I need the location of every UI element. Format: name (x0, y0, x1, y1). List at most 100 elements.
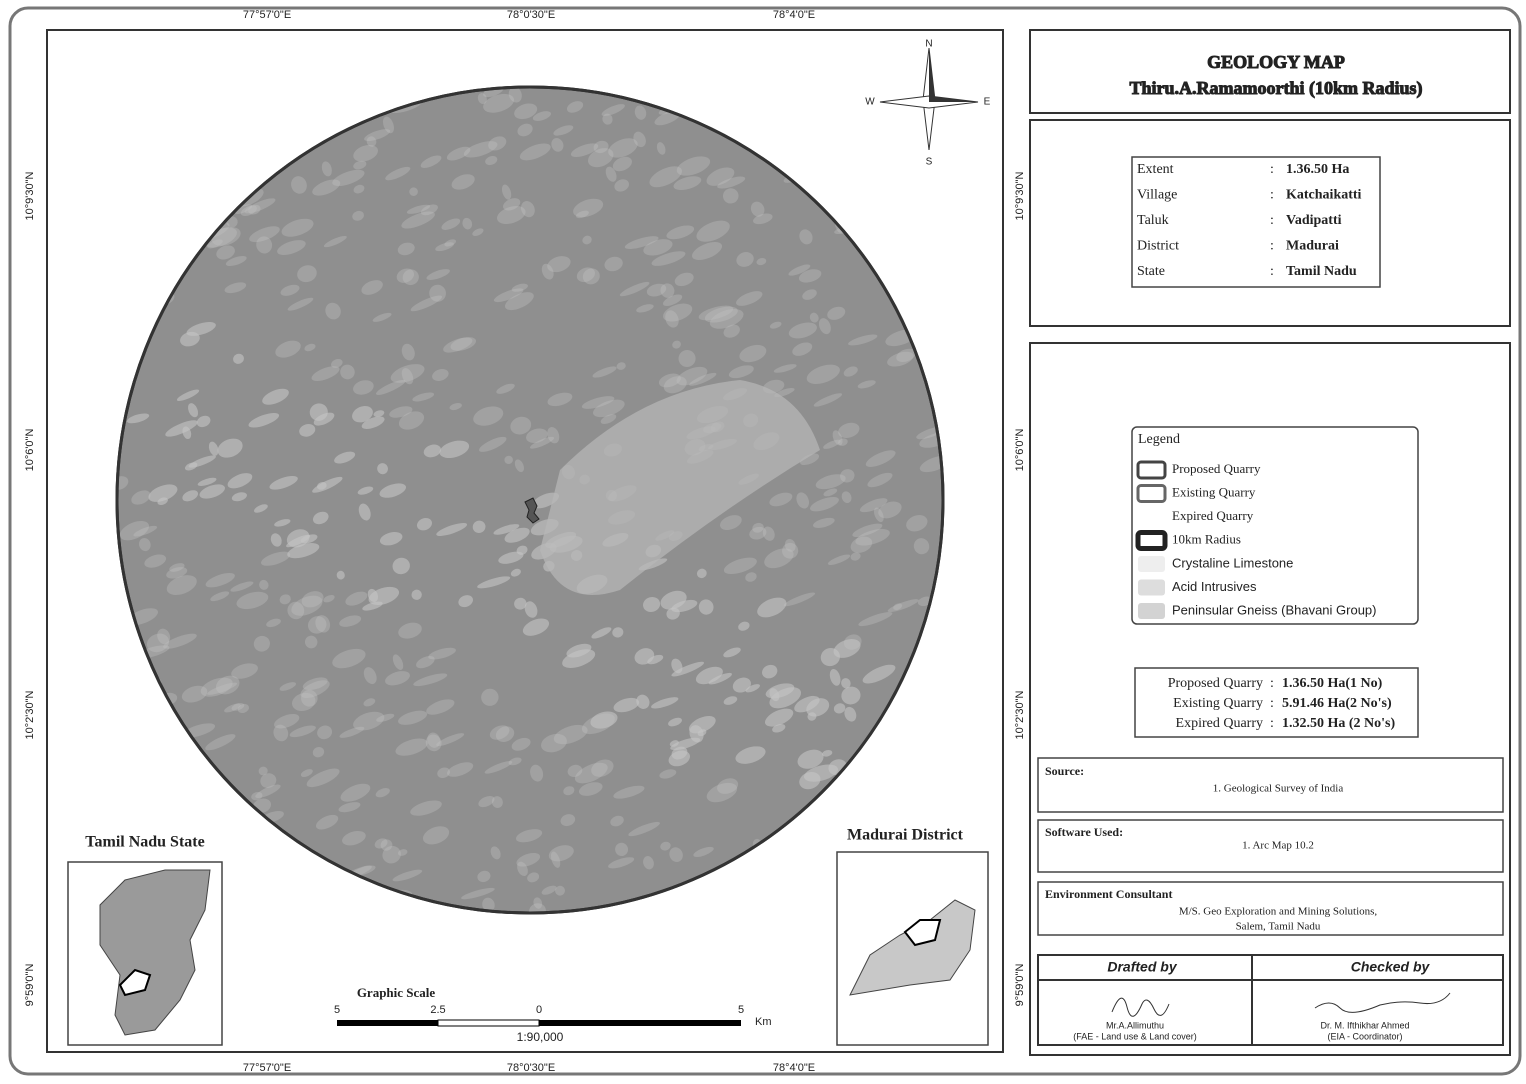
rock-patch (339, 615, 362, 627)
rock-patch (822, 749, 833, 757)
rock-patch (410, 800, 442, 816)
rock-patch (230, 581, 254, 592)
rock-patch (511, 737, 531, 751)
y-coordinate: 10°9'30"N (1014, 171, 1026, 220)
rock-patch (578, 782, 603, 796)
rock-patch (669, 847, 683, 863)
rock-patch (511, 283, 528, 292)
scale-seg (437, 1019, 540, 1027)
rock-patch (516, 852, 541, 867)
rock-patch (633, 131, 646, 148)
rock-patch (274, 519, 291, 527)
rock-patch (815, 474, 846, 490)
rock-patch (315, 615, 331, 633)
rock-patch (660, 841, 671, 851)
rock-patch (340, 364, 355, 380)
summary-label: Proposed Quarry (1168, 676, 1263, 691)
rock-patch (738, 621, 750, 631)
signature-box (1037, 954, 1504, 1046)
rock-patch (259, 579, 269, 590)
rock-patch (196, 415, 211, 428)
rock-patch (562, 649, 596, 668)
rock-patch (656, 142, 666, 155)
rock-patch (844, 706, 857, 722)
rock-patch (446, 146, 471, 161)
rock-patch (693, 846, 714, 857)
rock-patch (420, 204, 438, 216)
north-arrow: N S E W (865, 39, 990, 168)
rock-patch (389, 406, 413, 418)
rock-patch (451, 174, 475, 190)
rock-patch (176, 389, 200, 402)
rock-patch (275, 340, 301, 358)
rock-patch (287, 543, 320, 559)
info-label: Taluk (1137, 213, 1169, 228)
rock-patch (461, 887, 495, 900)
rock-patch (281, 218, 314, 237)
rock-patch (517, 861, 528, 876)
rock-patch (325, 302, 341, 320)
rock-patch (260, 773, 277, 788)
rock-patch (553, 125, 574, 136)
rock-patch (332, 648, 366, 669)
rock-patch (745, 684, 760, 693)
summary-label: Existing Quarry (1173, 696, 1263, 711)
rock-patch (736, 291, 763, 306)
rock-patch (227, 473, 253, 489)
rock-patch (374, 838, 388, 849)
rock-patch (529, 903, 546, 913)
scale-ratio: 1:90,000 (517, 1030, 564, 1044)
drafted-role: (FAE - Land use & Land cover) (1073, 1031, 1197, 1041)
rock-patch (560, 814, 576, 827)
info-value: 1.36.50 Ha (1286, 162, 1349, 177)
rock-patch (291, 692, 316, 712)
rock-patch (477, 576, 511, 589)
rock-patch (301, 689, 318, 707)
rock-patch (338, 802, 361, 813)
rock-patch (208, 441, 219, 456)
software-box (1037, 819, 1504, 873)
rock-patch (613, 697, 640, 713)
district-highlight (118, 968, 152, 997)
rock-patch (634, 105, 647, 120)
software-heading: Software Used: (1045, 825, 1123, 839)
rock-patch (829, 668, 841, 686)
rock-patch (649, 166, 683, 188)
rock-patch (258, 766, 268, 776)
rock-patch (425, 734, 442, 752)
rock-patch (463, 141, 498, 158)
radius-highlight (903, 919, 942, 947)
rock-patch (576, 267, 596, 283)
rock-patch (279, 682, 297, 691)
rock-patch (270, 533, 282, 547)
rock-patch (133, 525, 158, 537)
rock-patch (353, 380, 374, 395)
rock-patch (522, 618, 550, 636)
rock-patch (841, 678, 851, 689)
rock-patch (764, 708, 794, 727)
rock-patch (541, 263, 554, 280)
scale-tick-label: 5 (334, 1004, 340, 1016)
rock-patch (280, 284, 300, 296)
rock-patch (848, 334, 878, 346)
rock-patch (345, 591, 368, 606)
rock-patch (432, 369, 449, 381)
source-box (1037, 757, 1504, 813)
rock-patch (719, 515, 742, 530)
rock-patch (377, 463, 388, 475)
rock-patch (593, 140, 609, 154)
rock-patch (427, 732, 441, 748)
rock-patch (287, 601, 305, 620)
rock-patch (361, 416, 385, 430)
rock-patch (398, 411, 425, 430)
rock-patch (496, 383, 515, 394)
rock-patch (818, 318, 831, 335)
rock-patch (820, 648, 840, 667)
rock-patch (608, 138, 638, 158)
rock-patch (668, 717, 682, 727)
rock-patch (215, 675, 240, 695)
rock-patch (211, 226, 241, 246)
rock-patch (865, 450, 896, 467)
rock-patch (200, 677, 233, 697)
rock-patch (493, 288, 524, 303)
